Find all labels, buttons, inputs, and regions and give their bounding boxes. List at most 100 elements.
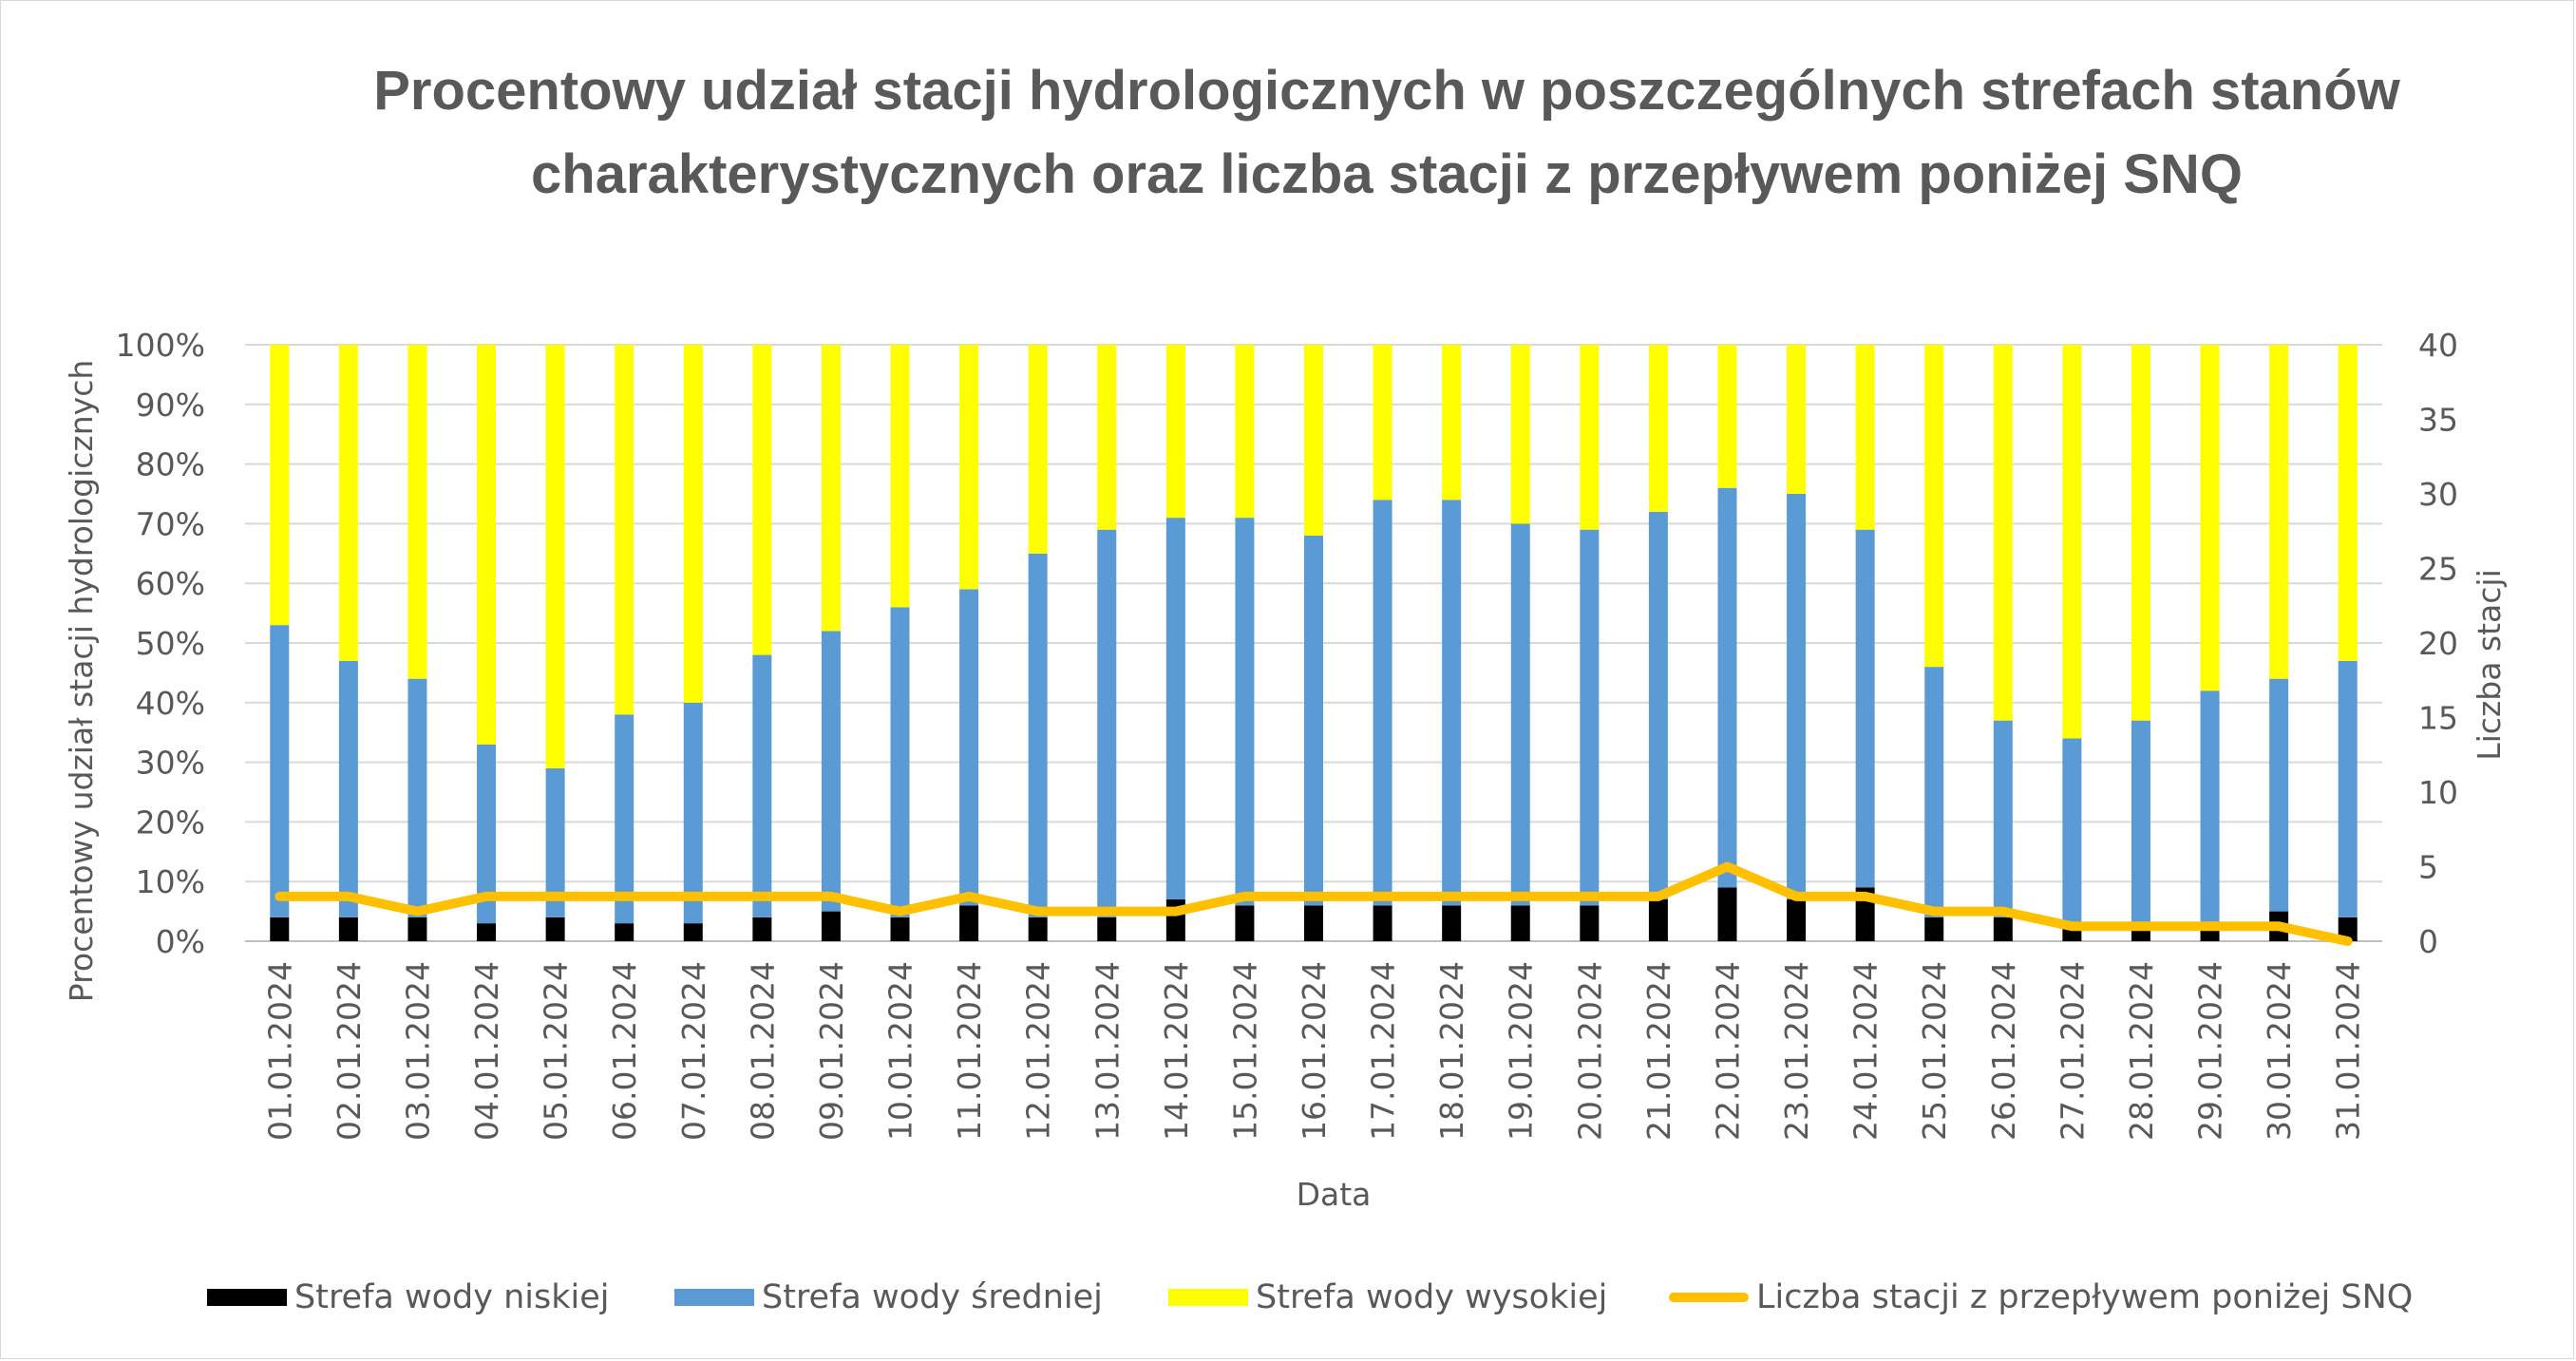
snq-point [1106, 911, 1108, 913]
snq-point [692, 896, 694, 898]
snq-point [2140, 925, 2142, 927]
bar-high [338, 345, 358, 661]
y-tick-left: 30% [136, 745, 205, 782]
bar-high [1097, 345, 1117, 530]
x-tick: 13.01.2024 [1089, 961, 1126, 1141]
x-tick: 21.01.2024 [1640, 961, 1677, 1141]
bar-medium [477, 744, 497, 924]
bar-high [615, 345, 635, 715]
y-tick-left: 0% [156, 923, 205, 960]
bar-medium [821, 631, 841, 912]
bar-high [1787, 345, 1807, 494]
bar-medium [2131, 720, 2150, 924]
x-axis-ticks: 01.01.2024 02.01.2024 03.01.2024 04.01.2024… [261, 961, 2366, 1141]
bar-medium [1097, 529, 1117, 917]
x-tick: 14.01.2024 [1158, 961, 1195, 1141]
bar-low [1028, 917, 1048, 941]
bar-high [1165, 345, 1185, 519]
snq-point [1933, 911, 1935, 913]
bar-high [2062, 345, 2082, 739]
snq-point [1588, 896, 1590, 898]
bar-low [1235, 905, 1255, 941]
bar-medium [2200, 690, 2220, 924]
bar-medium [1787, 494, 1807, 900]
y-axis-left-title: Procentowy udział stacji hydrologicznych [63, 360, 100, 1002]
bar-medium [545, 767, 565, 917]
bar-high [683, 345, 703, 703]
x-tick: 05.01.2024 [538, 961, 575, 1141]
snq-point [2278, 925, 2280, 927]
legend-item-snq: Liczba stacji z przepływem poniżej SNQ [1669, 1271, 2413, 1324]
bar-high [1510, 345, 1530, 524]
bar-low [1580, 905, 1600, 941]
bar-high [890, 345, 910, 608]
bar-series [270, 345, 2358, 941]
bar-high [1235, 345, 1255, 519]
x-tick: 07.01.2024 [675, 961, 712, 1141]
snq-point [968, 896, 970, 898]
x-tick: 08.01.2024 [744, 961, 781, 1141]
bar-medium [1442, 500, 1462, 906]
bar-medium [338, 660, 358, 917]
x-tick: 23.01.2024 [1778, 961, 1815, 1141]
x-tick: 10.01.2024 [882, 961, 919, 1141]
bar-low [683, 923, 703, 941]
bar-medium [1924, 667, 1944, 917]
bar-medium [407, 678, 427, 917]
bar-high [545, 345, 565, 768]
snq-point [1037, 911, 1039, 913]
bar-low [752, 917, 772, 941]
legend-swatch-snq [1669, 1293, 1749, 1302]
y-axis-right-ticks: 0 5 10 15 20 25 30 35 40 [2418, 327, 2458, 960]
y-tick-left: 100% [116, 327, 205, 364]
y-tick-left: 50% [136, 625, 205, 662]
snq-point [623, 896, 625, 898]
y-tick-left: 90% [136, 387, 205, 424]
legend-swatch-medium [674, 1289, 754, 1306]
bar-low [1717, 887, 1737, 941]
x-tick: 28.01.2024 [2123, 961, 2160, 1141]
bar-medium [270, 625, 290, 917]
x-tick: 09.01.2024 [813, 961, 850, 1141]
y-tick-right: 15 [2418, 700, 2458, 737]
x-tick: 02.01.2024 [331, 961, 368, 1141]
y-tick-right: 40 [2418, 327, 2458, 364]
x-axis-title: Data [1297, 1176, 1372, 1213]
y-tick-right: 0 [2418, 923, 2438, 960]
bar-low [890, 917, 910, 941]
snq-point [416, 911, 418, 913]
bar-high [477, 345, 497, 745]
bar-low [1442, 905, 1462, 941]
bar-high [1580, 345, 1600, 530]
snq-point [278, 896, 280, 898]
bar-medium [1235, 518, 1255, 906]
bar-high [2269, 345, 2289, 679]
x-tick: 25.01.2024 [1916, 961, 1953, 1141]
bar-medium [1510, 523, 1530, 906]
bar-low [545, 917, 565, 941]
snq-point [1726, 866, 1728, 867]
x-tick: 20.01.2024 [1571, 961, 1608, 1141]
bar-medium [2269, 678, 2289, 912]
x-tick: 24.01.2024 [1847, 961, 1885, 1141]
legend-swatch-low [207, 1289, 287, 1306]
bar-low [1924, 917, 1944, 941]
bar-medium [1304, 535, 1323, 906]
x-tick: 03.01.2024 [399, 961, 436, 1141]
x-tick: 16.01.2024 [1296, 961, 1333, 1141]
x-tick: 31.01.2024 [2330, 961, 2367, 1141]
bar-medium [683, 702, 703, 924]
x-tick: 22.01.2024 [1709, 961, 1746, 1141]
y-tick-right: 10 [2418, 774, 2458, 811]
bar-low [270, 917, 290, 941]
bar-high [1373, 345, 1392, 501]
legend-item-high: Strefa wody wysokiej [1168, 1271, 1607, 1324]
bar-low [477, 923, 497, 941]
x-tick: 29.01.2024 [2192, 961, 2229, 1141]
bar-high [1717, 345, 1737, 488]
bar-medium [1580, 529, 1600, 906]
y-tick-left: 70% [136, 505, 205, 542]
snq-point [1313, 896, 1315, 898]
snq-point [2002, 911, 2004, 913]
x-tick: 11.01.2024 [951, 961, 988, 1141]
